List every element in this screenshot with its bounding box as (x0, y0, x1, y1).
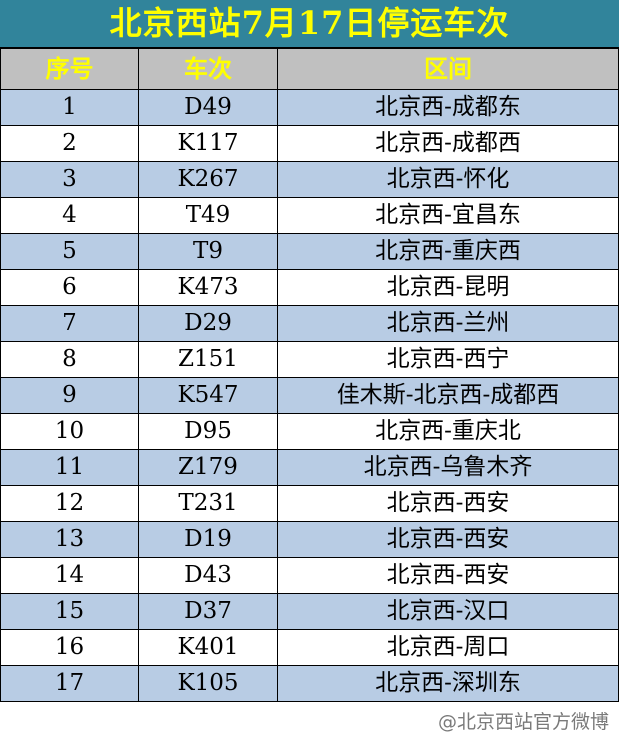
cell-train: K473 (138, 269, 278, 306)
table-row: 6 K473 北京西-昆明 (0, 269, 619, 306)
table-row: 14 D43 北京西-西安 (0, 557, 619, 594)
cell-route: 佳木斯-北京西-成都西 (277, 377, 619, 414)
cell-index: 10 (0, 413, 139, 450)
suspended-trains-table: 序号 车次 区间 1 D49 北京西-成都东 2 K117 北京西-成都西 3 K267 北京西… (0, 48, 619, 702)
cell-index: 7 (0, 305, 139, 342)
header-train: 车次 (138, 48, 278, 90)
cell-index: 13 (0, 521, 139, 558)
watermark: @北京西站官方微博 (437, 711, 609, 733)
cell-index: 6 (0, 269, 139, 306)
cell-train: K267 (138, 161, 278, 198)
cell-train: D43 (138, 557, 278, 594)
header-route: 区间 (277, 48, 619, 90)
table-row: 13 D19 北京西-西安 (0, 521, 619, 558)
header-row: 序号 车次 区间 (0, 48, 619, 90)
cell-route: 北京西-怀化 (277, 161, 619, 198)
cell-index: 3 (0, 161, 139, 198)
cell-route: 北京西-深圳东 (277, 665, 619, 702)
cell-route: 北京西-宜昌东 (277, 197, 619, 234)
cell-route: 北京西-汉口 (277, 593, 619, 630)
table-row: 9 K547 佳木斯-北京西-成都西 (0, 377, 619, 414)
cell-train: T9 (138, 233, 278, 270)
cell-route: 北京西-昆明 (277, 269, 619, 306)
table-row: 8 Z151 北京西-西宁 (0, 341, 619, 378)
cell-index: 9 (0, 377, 139, 414)
table-row: 11 Z179 北京西-乌鲁木齐 (0, 449, 619, 486)
cell-train: K401 (138, 629, 278, 666)
cell-route: 北京西-成都东 (277, 89, 619, 126)
table-row: 2 K117 北京西-成都西 (0, 125, 619, 162)
cell-train: D19 (138, 521, 278, 558)
cell-train: D49 (138, 89, 278, 126)
cell-index: 12 (0, 485, 139, 522)
cell-route: 北京西-周口 (277, 629, 619, 666)
table-row: 15 D37 北京西-汉口 (0, 593, 619, 630)
table-row: 16 K401 北京西-周口 (0, 629, 619, 666)
cell-route: 北京西-西宁 (277, 341, 619, 378)
table-row: 1 D49 北京西-成都东 (0, 89, 619, 126)
cell-train: K117 (138, 125, 278, 162)
cell-index: 14 (0, 557, 139, 594)
cell-route: 北京西-西安 (277, 485, 619, 522)
cell-route: 北京西-兰州 (277, 305, 619, 342)
table-row: 7 D29 北京西-兰州 (0, 305, 619, 342)
cell-route: 北京西-西安 (277, 521, 619, 558)
cell-index: 4 (0, 197, 139, 234)
cell-route: 北京西-重庆西 (277, 233, 619, 270)
cell-train: T49 (138, 197, 278, 234)
cell-train: D29 (138, 305, 278, 342)
table-row: 12 T231 北京西-西安 (0, 485, 619, 522)
cell-train: D95 (138, 413, 278, 450)
cell-train: T231 (138, 485, 278, 522)
cell-index: 17 (0, 665, 139, 702)
cell-index: 16 (0, 629, 139, 666)
cell-train: D37 (138, 593, 278, 630)
cell-index: 2 (0, 125, 139, 162)
cell-route: 北京西-重庆北 (277, 413, 619, 450)
cell-train: K547 (138, 377, 278, 414)
table-row: 5 T9 北京西-重庆西 (0, 233, 619, 270)
cell-index: 15 (0, 593, 139, 630)
cell-train: Z151 (138, 341, 278, 378)
table-row: 4 T49 北京西-宜昌东 (0, 197, 619, 234)
cell-route: 北京西-乌鲁木齐 (277, 449, 619, 486)
cell-route: 北京西-成都西 (277, 125, 619, 162)
table-row: 17 K105 北京西-深圳东 (0, 665, 619, 702)
page-title: 北京西站7月17日停运车次 (0, 0, 619, 48)
cell-train: Z179 (138, 449, 278, 486)
table-row: 3 K267 北京西-怀化 (0, 161, 619, 198)
cell-train: K105 (138, 665, 278, 702)
cell-index: 11 (0, 449, 139, 486)
cell-route: 北京西-西安 (277, 557, 619, 594)
header-index: 序号 (0, 48, 139, 90)
cell-index: 8 (0, 341, 139, 378)
table-row: 10 D95 北京西-重庆北 (0, 413, 619, 450)
cell-index: 1 (0, 89, 139, 126)
cell-index: 5 (0, 233, 139, 270)
